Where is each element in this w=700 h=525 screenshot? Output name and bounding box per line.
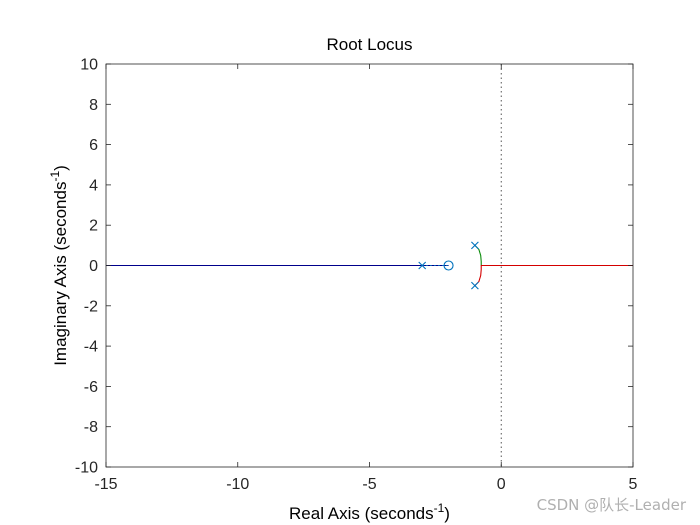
y-tick-label: -10 — [75, 460, 98, 477]
y-tick-label: -6 — [84, 379, 98, 396]
y-tick-label: 8 — [89, 97, 98, 114]
x-tick-label: -15 — [94, 476, 117, 493]
pole-marker-1 — [418, 261, 427, 270]
zero-marker-1 — [443, 260, 454, 271]
x-tick-label: -10 — [226, 476, 249, 493]
x-tick-label: 0 — [497, 476, 506, 493]
y-tick-label: 6 — [89, 137, 98, 154]
pole-marker-3 — [471, 281, 479, 290]
markers-layer — [418, 241, 479, 290]
x-axis-label: Real Axis (seconds-1) — [289, 501, 450, 523]
x-tick-label: 5 — [629, 476, 638, 493]
chart-title: Root Locus — [327, 35, 413, 54]
y-tick-label: 10 — [80, 57, 98, 74]
y-tick-label: 2 — [89, 218, 98, 235]
y-tick-label: -4 — [84, 339, 98, 356]
x-tick-label: -5 — [362, 476, 376, 493]
y-tick-label: 4 — [89, 177, 98, 194]
y-tick-label: -8 — [84, 419, 98, 436]
y-axis-label: Imaginary Axis (seconds-1) — [48, 165, 70, 366]
watermark: CSDN @队长-Leader — [536, 496, 686, 514]
pole-marker-2 — [471, 241, 479, 250]
y-tick-label: 0 — [89, 258, 98, 275]
y-tick-label: -2 — [84, 298, 98, 315]
